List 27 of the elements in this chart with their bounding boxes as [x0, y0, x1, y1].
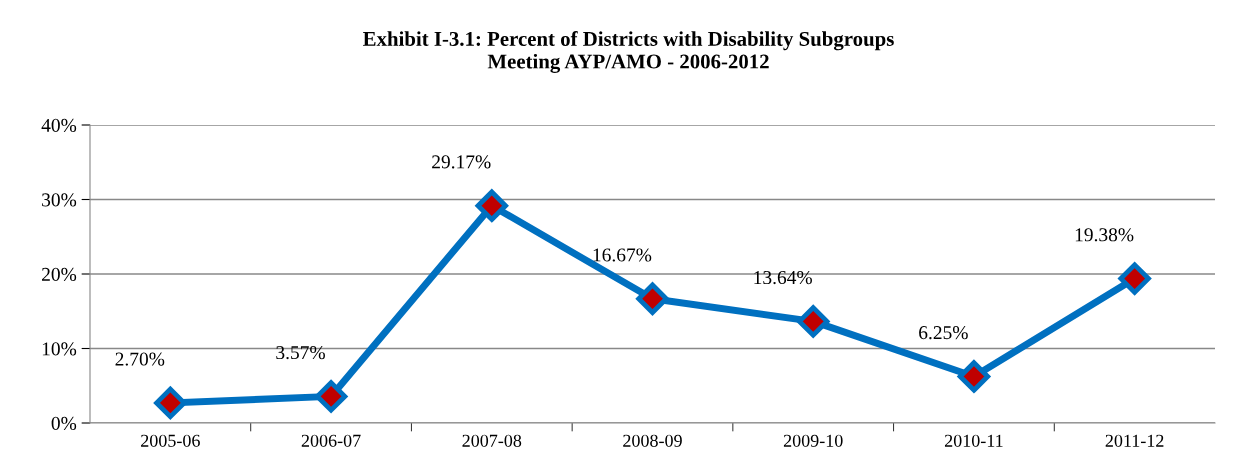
y-tick-label: 10%	[42, 342, 77, 356]
data-label: 29.17%	[432, 155, 491, 169]
point	[797, 305, 830, 338]
data-label: 13.64%	[754, 270, 812, 285]
y-tick-label: 40%	[41, 118, 77, 132]
data-label: 2.70%	[115, 352, 165, 366]
x-tick-label: 2011-12	[1105, 434, 1164, 447]
point	[1118, 262, 1151, 295]
x-tick-label: 2010-11	[944, 434, 1003, 447]
point	[636, 282, 669, 315]
x-tick-label: 2006-07	[301, 434, 361, 447]
chart-title: Exhibit I-3.1: Percent of Districts with Disability Subgroups Meeting AYP/AMO - 2006-2012	[363, 31, 894, 73]
point	[957, 360, 991, 393]
data-label: 6.25%	[919, 326, 968, 340]
data-label: 3.57%	[276, 346, 325, 360]
data-label: 16.67%	[593, 248, 652, 262]
data-label: 19.38%	[1075, 228, 1134, 242]
x-tick-label: 2008-09	[623, 434, 682, 447]
x-tick-label: 2005-06	[141, 434, 200, 447]
x-tick-label: 2009-10	[783, 434, 843, 447]
y-tick-label: 0%	[51, 416, 77, 430]
point	[154, 386, 187, 420]
x-tick-label: 2007-08	[462, 434, 522, 447]
y-tick-label: 30%	[42, 193, 77, 207]
point	[475, 189, 508, 222]
point	[314, 380, 348, 413]
y-tick-label: 20%	[42, 267, 77, 281]
